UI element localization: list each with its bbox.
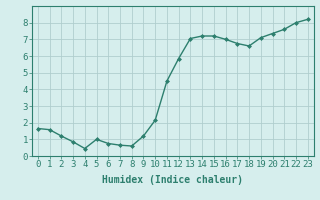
X-axis label: Humidex (Indice chaleur): Humidex (Indice chaleur) <box>102 175 243 185</box>
